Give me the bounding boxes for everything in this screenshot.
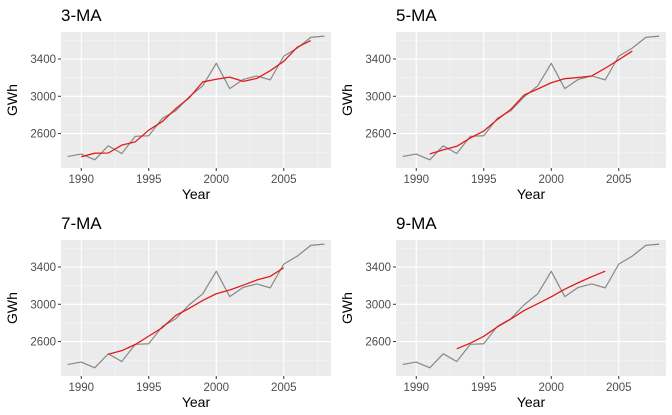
x-tick-label: 2005	[606, 382, 632, 394]
chart-title: 9-MA	[396, 214, 437, 233]
y-tick-label: 3000	[365, 91, 391, 103]
x-tick-label: 2000	[538, 174, 564, 186]
x-axis-label: Year	[182, 394, 211, 410]
y-tick-label: 2600	[365, 129, 391, 141]
y-tick-label: 2600	[30, 337, 56, 349]
x-tick-label: 1990	[403, 382, 429, 394]
y-tick-label: 3400	[30, 54, 56, 66]
x-tick-label: 1995	[471, 174, 497, 186]
y-axis-label: GWh	[4, 292, 20, 324]
y-tick-label: 3000	[30, 91, 56, 103]
panel-9ma: 1990 1995 2000 2005 2600 3000 3400 9-MA Year GWh	[339, 214, 666, 410]
y-tick-label: 2600	[30, 129, 56, 141]
chart-title: 3-MA	[61, 6, 102, 25]
x-axis-label: Year	[517, 186, 546, 202]
y-axis-label: GWh	[339, 84, 355, 116]
x-tick-label: 2000	[203, 174, 229, 186]
y-axis-label: GWh	[339, 292, 355, 324]
data-line	[67, 243, 325, 369]
x-tick-label: 2005	[271, 174, 297, 186]
x-tick-label: 1990	[68, 382, 94, 394]
moving-average-line	[429, 50, 633, 155]
moving-average-line	[456, 270, 606, 350]
x-axis-label: Year	[182, 186, 211, 202]
chart-title: 7-MA	[61, 214, 102, 233]
panel-3ma: 1990 1995 2000 2005 2600 3000 3400 3-MA Year GWh	[4, 6, 331, 202]
y-tick-label: 3000	[365, 299, 391, 311]
x-tick-label: 2005	[606, 174, 632, 186]
x-tick-label: 2000	[538, 382, 564, 394]
x-tick-label: 1990	[68, 174, 94, 186]
x-tick-label: 1995	[136, 382, 162, 394]
y-tick-label: 3400	[30, 262, 56, 274]
x-tick-label: 1995	[136, 174, 162, 186]
panel-5ma: 1990 1995 2000 2005 2600 3000 3400 5-MA Year GWh	[339, 6, 666, 202]
chart-title: 5-MA	[396, 6, 437, 25]
data-line	[67, 35, 325, 161]
moving-average-line	[81, 39, 312, 158]
panel-7ma: 1990 1995 2000 2005 2600 3000 3400 7-MA Year GWh	[4, 214, 331, 410]
y-tick-label: 3400	[365, 262, 391, 274]
x-tick-label: 1995	[471, 382, 497, 394]
y-tick-label: 3000	[30, 299, 56, 311]
x-tick-label: 2000	[203, 382, 229, 394]
x-axis-label: Year	[517, 394, 546, 410]
x-tick-label: 2005	[271, 382, 297, 394]
y-tick-label: 2600	[365, 337, 391, 349]
x-tick-label: 1990	[403, 174, 429, 186]
data-line	[402, 243, 660, 369]
y-axis-label: GWh	[4, 84, 20, 116]
y-tick-label: 3400	[365, 54, 391, 66]
moving-average-line	[108, 267, 285, 355]
